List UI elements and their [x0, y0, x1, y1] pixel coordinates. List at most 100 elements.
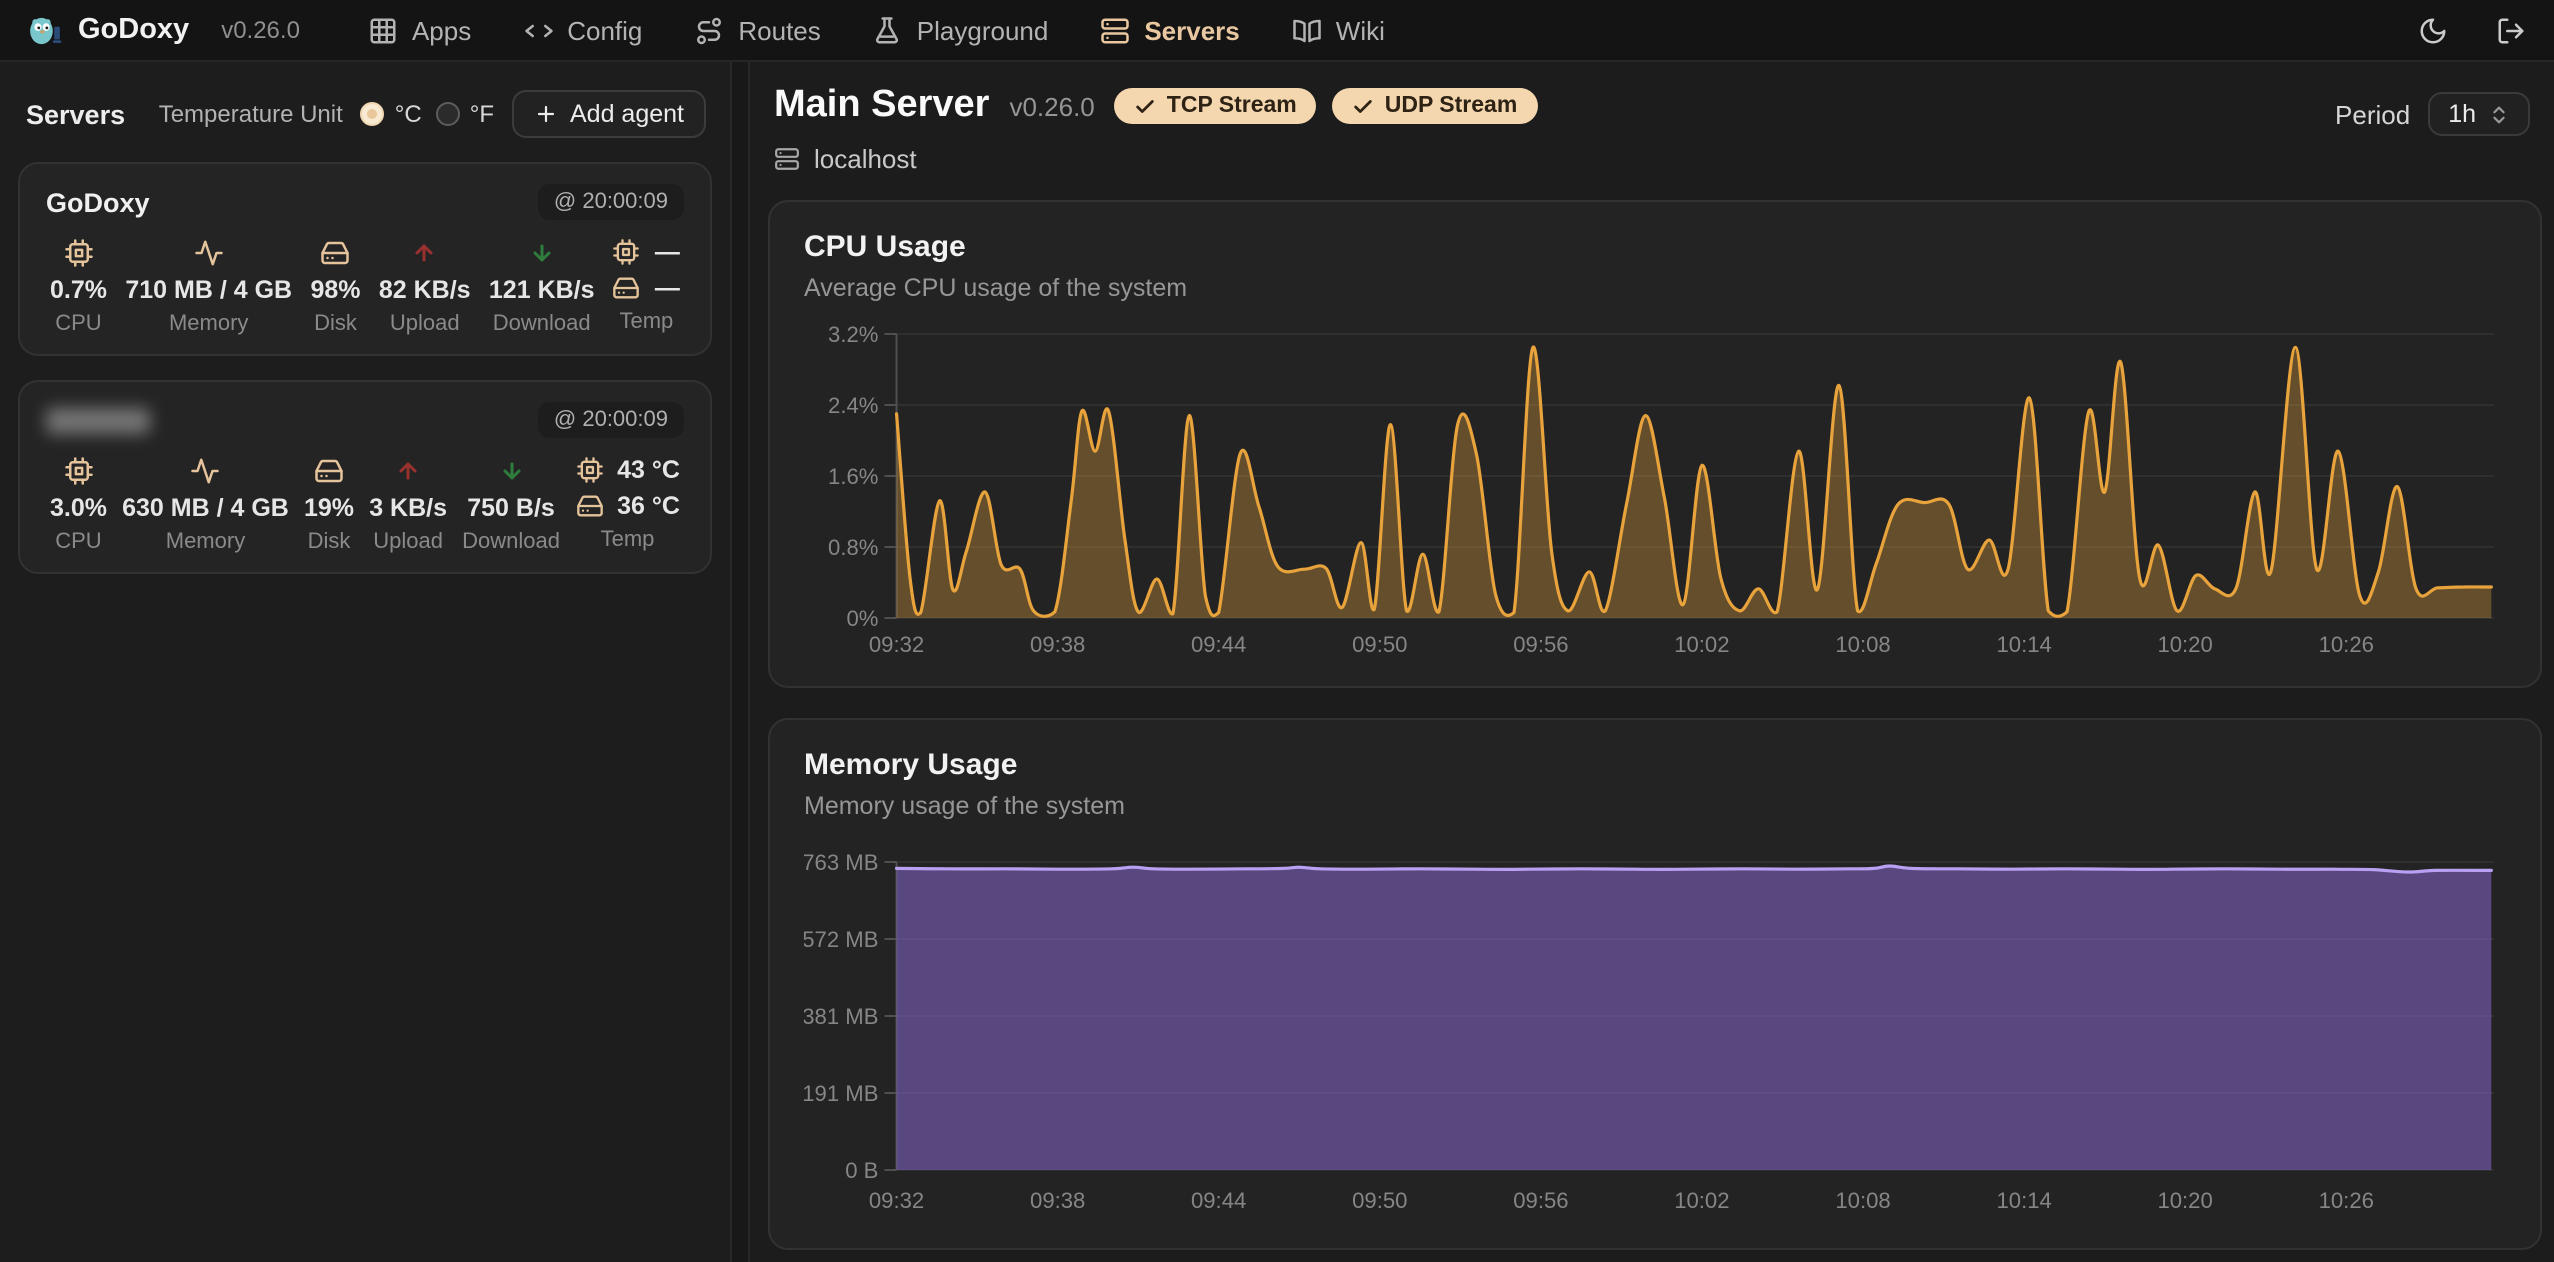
- memory-usage-chart: 763 MB 572 MB 381 MB 191 MB 0 B 09:32 09:38 09:…: [804, 840, 2506, 1224]
- server-title-block: Main Server v0.26.0 TCP Stream UDP Stream…: [774, 84, 1538, 174]
- stat-value: 0.7%: [50, 276, 107, 304]
- moon-icon[interactable]: [2418, 15, 2448, 45]
- svg-text:09:56: 09:56: [1513, 632, 1568, 657]
- stat-label: Memory: [165, 530, 246, 554]
- host-row: localhost: [774, 144, 1537, 174]
- route-icon: [694, 15, 724, 45]
- cpu-icon: [613, 238, 641, 266]
- cpu-icon: [64, 456, 94, 486]
- arrow-up-icon: [413, 238, 437, 268]
- radio-celsius-dot[interactable]: [360, 102, 385, 126]
- harddrive-icon: [613, 274, 641, 302]
- arrow-down-icon: [499, 456, 523, 486]
- last-update-timestamp: @ 20:00:09: [537, 184, 684, 220]
- check-icon: [1135, 95, 1157, 117]
- stat-memory: 710 MB / 4 GB Memory: [125, 238, 292, 336]
- svg-text:1.6%: 1.6%: [828, 464, 878, 489]
- svg-text:09:44: 09:44: [1191, 632, 1246, 657]
- server-card-list: GoDoxy @ 20:00:09 0.7% CPU 710 MB / 4 GB Memo…: [18, 162, 712, 574]
- sidebar-header: Servers Temperature Unit °C °F Add agent: [18, 82, 712, 162]
- topbar: GoDoxy v0.26.0 Apps Config Routes Playgroun…: [0, 0, 2554, 62]
- memory-chart-title: Memory Usage: [804, 748, 1018, 782]
- svg-text:381 MB: 381 MB: [804, 1004, 878, 1029]
- unit-celsius-radio[interactable]: °C: [360, 100, 422, 128]
- stat-temp: 43 °C 36 °C Temp: [575, 456, 680, 552]
- memory-chart-subtitle: Memory usage of the system: [804, 792, 1125, 820]
- cpu-usage-card: CPU Usage Average CPU usage of the syste…: [768, 200, 2542, 688]
- server-version: v0.26.0: [1009, 91, 1095, 121]
- nav-item-playground[interactable]: Playground: [873, 15, 1048, 45]
- plus-icon: [534, 102, 558, 126]
- period-select[interactable]: 1h: [2428, 92, 2530, 136]
- unit-fahrenheit-radio[interactable]: °F: [435, 100, 494, 128]
- stat-label: Upload: [389, 312, 460, 336]
- stat-label: Memory: [168, 312, 249, 336]
- nav-item-apps[interactable]: Apps: [368, 15, 471, 45]
- stat-label: Download: [492, 312, 591, 336]
- brand[interactable]: GoDoxy v0.26.0: [28, 13, 300, 47]
- chevrons-up-down-icon: [2488, 103, 2510, 125]
- add-agent-button[interactable]: Add agent: [512, 90, 706, 138]
- memory-usage-card: Memory Usage Memory usage of the system …: [768, 718, 2542, 1250]
- stat-value: 19%: [304, 494, 355, 522]
- harddrive-icon: [575, 492, 603, 520]
- svg-text:09:38: 09:38: [1030, 1188, 1085, 1213]
- svg-text:2.4%: 2.4%: [828, 393, 878, 418]
- cpu-chart-subtitle: Average CPU usage of the system: [804, 274, 1188, 302]
- svg-text:763 MB: 763 MB: [804, 850, 878, 875]
- topbar-actions: [2418, 15, 2526, 45]
- radio-fahrenheit-dot[interactable]: [435, 102, 460, 126]
- stat-value: 3.0%: [50, 494, 107, 522]
- svg-text:09:50: 09:50: [1352, 632, 1407, 657]
- temperature-unit-label: Temperature Unit: [158, 100, 343, 128]
- server-card-redacted[interactable]: @ 20:00:09 3.0% CPU 630 MB / 4 GB Memory 19% D…: [18, 380, 712, 574]
- svg-text:10:02: 10:02: [1674, 632, 1729, 657]
- stat-label: CPU: [55, 530, 102, 554]
- stat-value: 82 KB/s: [378, 276, 471, 304]
- godoxy-logo-icon: [28, 13, 62, 47]
- svg-text:10:20: 10:20: [2157, 1188, 2212, 1213]
- svg-text:09:50: 09:50: [1352, 1188, 1407, 1213]
- page-title: Main Server: [774, 84, 990, 126]
- nav-item-servers[interactable]: Servers: [1100, 15, 1240, 45]
- stat-upload: 82 KB/s Upload: [379, 238, 471, 336]
- nav-item-routes[interactable]: Routes: [694, 15, 821, 45]
- svg-text:10:14: 10:14: [1997, 1188, 2052, 1213]
- stat-disk: 19% Disk: [304, 456, 354, 554]
- flask-icon: [873, 15, 903, 45]
- stat-disk: 98% Disk: [310, 238, 361, 336]
- layout: Servers Temperature Unit °C °F Add agent: [0, 62, 2554, 1262]
- svg-text:09:32: 09:32: [869, 632, 924, 657]
- stat-value: 98%: [310, 276, 361, 304]
- app-version: v0.26.0: [221, 16, 300, 44]
- servers-sidebar: Servers Temperature Unit °C °F Add agent: [0, 62, 732, 1262]
- stat-label: CPU: [55, 312, 102, 336]
- svg-text:10:08: 10:08: [1835, 632, 1890, 657]
- period-label: Period: [2335, 99, 2411, 129]
- harddrive-icon: [320, 238, 350, 268]
- sidebar-scrollbar[interactable]: [732, 62, 750, 1262]
- logout-icon[interactable]: [2496, 15, 2526, 45]
- stat-label: Download: [462, 530, 560, 554]
- sidebar-title: Servers: [26, 99, 126, 129]
- nav-items: Apps Config Routes Playground Servers Wiki: [368, 15, 1385, 45]
- stat-download: 750 B/s Download: [462, 456, 560, 554]
- grid-icon: [368, 15, 398, 45]
- stat-value: 121 KB/s: [488, 276, 595, 304]
- nav-item-wiki[interactable]: Wiki: [1292, 15, 1385, 45]
- badge-udp-stream: UDP Stream: [1332, 88, 1538, 124]
- nav-item-config[interactable]: Config: [523, 15, 642, 45]
- svg-text:09:44: 09:44: [1191, 1188, 1246, 1213]
- stat-value: 750 B/s: [467, 494, 555, 522]
- host-name: localhost: [814, 144, 917, 174]
- badge-tcp-stream: TCP Stream: [1114, 88, 1317, 124]
- stat-label: Temp: [600, 528, 655, 552]
- server-name: GoDoxy: [46, 187, 150, 217]
- svg-text:09:38: 09:38: [1030, 632, 1085, 657]
- server-icon: [1100, 15, 1130, 45]
- main-content: Main Server v0.26.0 TCP Stream UDP Stream…: [750, 62, 2554, 1262]
- temp-value: 43 °C: [617, 456, 680, 484]
- server-card-godoxy[interactable]: GoDoxy @ 20:00:09 0.7% CPU 710 MB / 4 GB Memo…: [18, 162, 712, 356]
- server-name-redacted: [46, 407, 150, 433]
- stat-download: 121 KB/s Download: [489, 238, 595, 336]
